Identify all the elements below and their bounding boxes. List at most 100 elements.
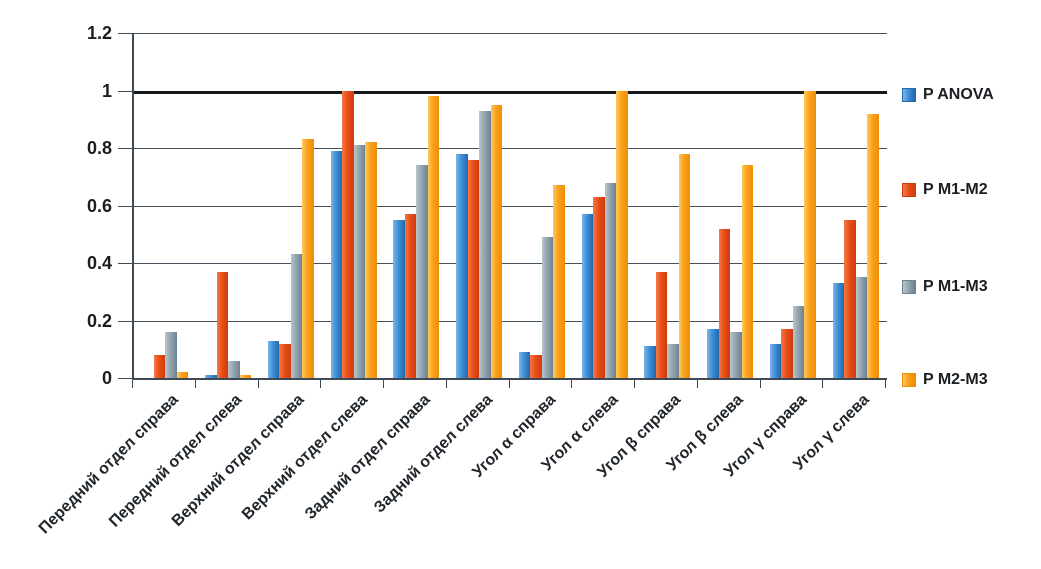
x-axis-tick xyxy=(822,380,824,388)
bar-group xyxy=(260,33,323,378)
legend-label: P M1-M3 xyxy=(923,278,988,295)
y-axis-tick xyxy=(118,33,132,34)
bar xyxy=(718,228,731,378)
x-axis-tick xyxy=(508,380,510,388)
legend-swatch xyxy=(902,88,916,102)
legend: P ANOVA P M1-M2 P M1-M3 P M2-M3 xyxy=(902,0,1041,569)
x-axis-tick xyxy=(257,380,259,388)
legend-swatch xyxy=(902,183,916,197)
gridline xyxy=(134,205,887,207)
bar xyxy=(804,90,816,378)
legend-item: P ANOVA xyxy=(902,87,994,103)
x-axis-tick xyxy=(696,380,698,388)
y-axis-tick xyxy=(118,205,132,207)
bar xyxy=(832,283,845,378)
y-axis-tick xyxy=(118,90,132,92)
bar xyxy=(781,329,793,378)
bar xyxy=(290,254,303,378)
y-axis-label: 1.2 xyxy=(86,23,112,43)
bar-group xyxy=(762,33,825,378)
legend-label: P ANOVA xyxy=(923,86,994,103)
gridline xyxy=(134,33,887,34)
gridline xyxy=(134,320,887,322)
bar-group xyxy=(573,33,636,378)
x-axis-label-text: Задний отдел слева xyxy=(370,391,496,517)
bar xyxy=(581,214,594,378)
bar xyxy=(667,343,679,378)
x-axis-tick xyxy=(759,380,761,388)
bar xyxy=(467,159,480,378)
legend-item: P M1-M3 xyxy=(902,279,988,295)
x-axis-tick xyxy=(445,380,447,388)
bar-group xyxy=(699,33,762,378)
bar xyxy=(769,343,782,378)
bar xyxy=(541,237,554,378)
y-axis-label: 0.2 xyxy=(86,310,112,331)
y-axis-label: 0.6 xyxy=(86,195,112,216)
bar-group xyxy=(134,33,197,378)
bar xyxy=(479,110,491,378)
bar xyxy=(553,185,565,378)
legend-label: P M1-M2 xyxy=(923,181,988,198)
bar xyxy=(342,90,354,378)
bar xyxy=(228,360,240,378)
bar xyxy=(456,153,468,378)
bar xyxy=(707,329,719,378)
bar-group xyxy=(322,33,385,378)
bar xyxy=(730,332,742,378)
gridline xyxy=(134,263,887,264)
y-axis-label: 0.8 xyxy=(86,138,112,158)
bar xyxy=(216,271,229,378)
gridline xyxy=(134,148,887,149)
bar xyxy=(616,90,628,378)
legend-swatch xyxy=(902,280,916,294)
bar xyxy=(365,142,377,378)
x-axis-label-text: Задний отдел справа xyxy=(301,391,434,524)
bar xyxy=(678,153,691,378)
bar xyxy=(741,165,754,378)
bar xyxy=(644,346,656,378)
x-axis-label-text: Верхний отдел справа xyxy=(169,391,308,530)
x-axis-label-text: Верхний отдел слева xyxy=(238,391,371,524)
x-axis-tick xyxy=(383,380,384,388)
legend-label: P M2-M3 xyxy=(923,371,988,388)
legend-swatch xyxy=(902,373,916,387)
x-axis-tick xyxy=(571,380,573,388)
bar xyxy=(867,113,879,378)
bar xyxy=(302,139,314,378)
bar xyxy=(353,145,366,378)
bar-group xyxy=(511,33,574,378)
bar-group xyxy=(636,33,699,378)
bar xyxy=(205,375,217,378)
bar xyxy=(153,355,166,378)
bar xyxy=(490,104,503,378)
y-axis-tick xyxy=(118,148,132,149)
bar xyxy=(165,332,177,378)
bar xyxy=(404,214,417,378)
bar xyxy=(855,277,868,378)
bar xyxy=(655,271,668,378)
bar xyxy=(593,196,605,378)
x-axis-tick xyxy=(320,380,322,388)
y-axis-tick xyxy=(118,263,132,264)
bar xyxy=(427,96,440,378)
bar xyxy=(330,150,343,378)
bar-group xyxy=(824,33,887,378)
legend-item: P M1-M2 xyxy=(902,182,988,198)
bar xyxy=(416,165,428,378)
bar xyxy=(393,219,405,378)
y-axis-tick xyxy=(118,320,132,322)
bar xyxy=(239,375,252,378)
bar-group xyxy=(197,33,260,378)
gridline-emphasis xyxy=(134,90,887,94)
plot-area xyxy=(132,33,887,380)
x-axis-tick xyxy=(132,380,133,388)
x-axis-tick xyxy=(194,380,196,388)
x-axis-tick xyxy=(885,380,886,388)
x-axis-tick xyxy=(634,380,635,388)
y-axis-label: 0.4 xyxy=(86,253,112,273)
bar xyxy=(518,352,531,378)
bar-group xyxy=(385,33,448,378)
bar xyxy=(792,306,805,378)
